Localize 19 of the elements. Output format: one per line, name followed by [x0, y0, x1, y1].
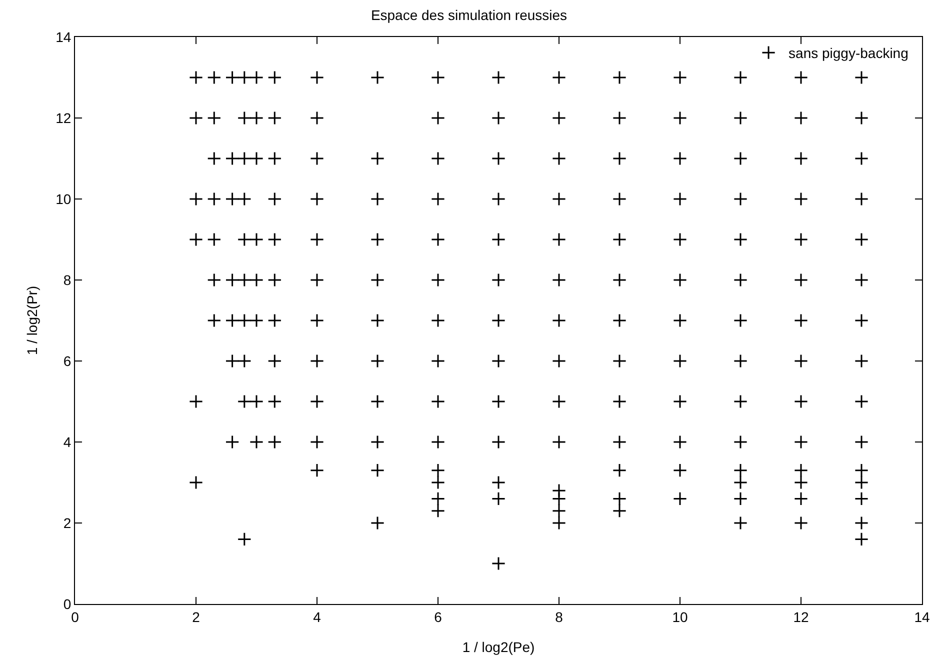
x-tick-label: 12 — [793, 608, 809, 625]
x-tick-label: 4 — [313, 608, 322, 625]
y-tick-label: 10 — [56, 190, 72, 207]
y-tick-label: 8 — [63, 272, 72, 288]
x-axis-title: 1 / log2(Pe) — [462, 639, 535, 656]
y-axis-title: 1 / log2(Pr) — [24, 286, 40, 356]
x-tick-label: 8 — [555, 608, 564, 625]
legend-label: sans piggy-backing — [788, 45, 908, 62]
x-tick-label: 6 — [434, 608, 442, 625]
y-tick-label: 14 — [56, 28, 72, 45]
y-tick-label: 0 — [63, 596, 72, 612]
y-tick-label: 4 — [63, 434, 72, 450]
y-tick-label: 2 — [63, 514, 72, 531]
y-tick-label: 6 — [63, 352, 72, 369]
x-tick-label: 10 — [672, 608, 688, 625]
y-tick-label: 12 — [56, 110, 72, 126]
x-tick-label: 2 — [192, 608, 200, 625]
chart-title: Espace des simulation reussies — [370, 6, 568, 23]
x-tick-label: 14 — [914, 608, 930, 625]
